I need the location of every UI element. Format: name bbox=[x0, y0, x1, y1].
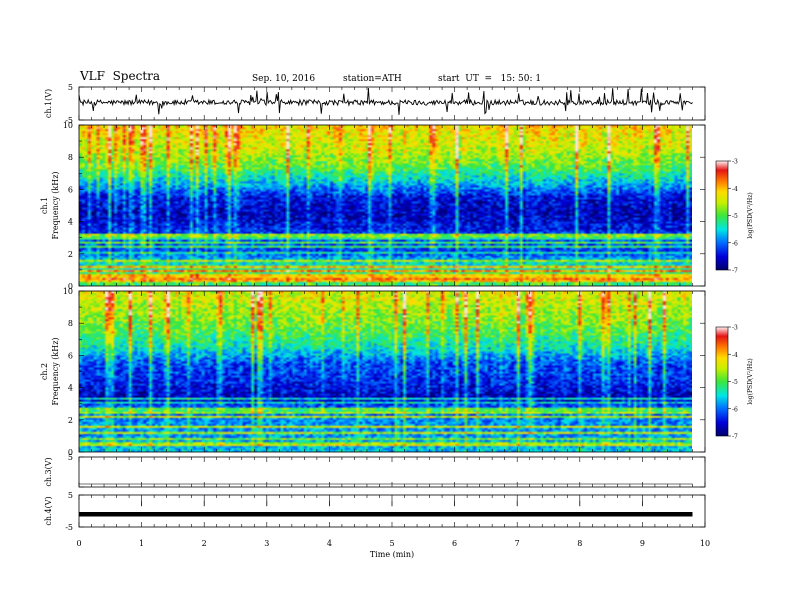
y-tick-label: 10 bbox=[63, 121, 73, 130]
y-tick-label: 2 bbox=[68, 416, 73, 425]
x-tick-label: 9 bbox=[640, 539, 645, 548]
ch1-spectrogram-image bbox=[79, 125, 692, 286]
colorbar-tick-label: -4 bbox=[732, 352, 738, 359]
y-tick-label: 6 bbox=[68, 351, 73, 360]
y-tick-label: 6 bbox=[68, 185, 73, 194]
y-tick-label: 10 bbox=[63, 287, 73, 296]
ch2-spectrogram-colorbar-label: log(PSD(V²/Hz) bbox=[747, 358, 754, 405]
y-tick-label: 5 bbox=[68, 491, 73, 500]
ch2-spectrogram-colorbar bbox=[716, 327, 728, 436]
y-tick-label: 5 bbox=[68, 83, 73, 92]
colorbar-tick-label: -3 bbox=[732, 325, 738, 332]
ch1-waveform-ylabel: ch.1(V) bbox=[44, 89, 53, 118]
ch1-spectrogram-channel-label: ch.1 bbox=[40, 197, 49, 214]
x-tick-label: 2 bbox=[202, 539, 207, 548]
y-tick-label: 8 bbox=[68, 153, 73, 162]
x-tick-label: 10 bbox=[700, 539, 710, 548]
x-tick-label: 6 bbox=[452, 539, 457, 548]
x-axis-label: Time (min) bbox=[370, 550, 414, 559]
y-tick-label: -5 bbox=[65, 523, 73, 532]
x-tick-label: 0 bbox=[76, 539, 81, 548]
vlf-figure: 5 -5 ch.1(V) -3 -4 -5 -6 -7 log(PSD(V²/Hz) 0 2 4 6 8 1… bbox=[0, 0, 792, 612]
y-tick-label: 4 bbox=[68, 218, 73, 227]
x-tick-label: 5 bbox=[389, 539, 394, 548]
ch1-spectrogram-colorbar-label: log(PSD(V²/Hz) bbox=[747, 192, 754, 239]
ch1-spectrogram-colorbar bbox=[716, 161, 728, 270]
colorbar-tick-label: -7 bbox=[732, 268, 738, 275]
ch4-waveform-ylabel: ch.4(V) bbox=[44, 496, 53, 525]
colorbar-tick-label: -4 bbox=[732, 186, 738, 193]
x-tick-label: 8 bbox=[577, 539, 582, 548]
x-tick-label: 1 bbox=[139, 539, 144, 548]
x-tick-label: 3 bbox=[264, 539, 269, 548]
colorbar-tick-label: -3 bbox=[732, 159, 738, 166]
y-tick-label: 8 bbox=[68, 319, 73, 328]
colorbar-tick-label: -6 bbox=[732, 406, 738, 413]
colorbar-tick-label: -5 bbox=[732, 213, 738, 220]
ch2-spectrogram-channel-label: ch.2 bbox=[40, 363, 49, 380]
x-tick-label: 7 bbox=[515, 539, 520, 548]
y-tick-label: 4 bbox=[68, 384, 73, 393]
spectrogram-images bbox=[79, 125, 728, 452]
colorbar-tick-label: -5 bbox=[732, 379, 738, 386]
colorbar-tick-label: -7 bbox=[732, 434, 738, 441]
ch2-spectrogram-freq-label: Frequency (kHz) bbox=[51, 337, 60, 405]
x-tick-label: 4 bbox=[327, 539, 332, 548]
colorbar-tick-label: -6 bbox=[732, 240, 738, 247]
ch1-spectrogram-freq-label: Frequency (kHz) bbox=[51, 171, 60, 239]
ch2-spectrogram-image bbox=[79, 291, 692, 452]
ch1-waveform-trace bbox=[79, 88, 693, 115]
y-tick-label: 2 bbox=[68, 250, 73, 259]
y-tick-label: 5 bbox=[68, 453, 73, 462]
ch3-waveform-ylabel: ch.3(V) bbox=[44, 457, 53, 486]
